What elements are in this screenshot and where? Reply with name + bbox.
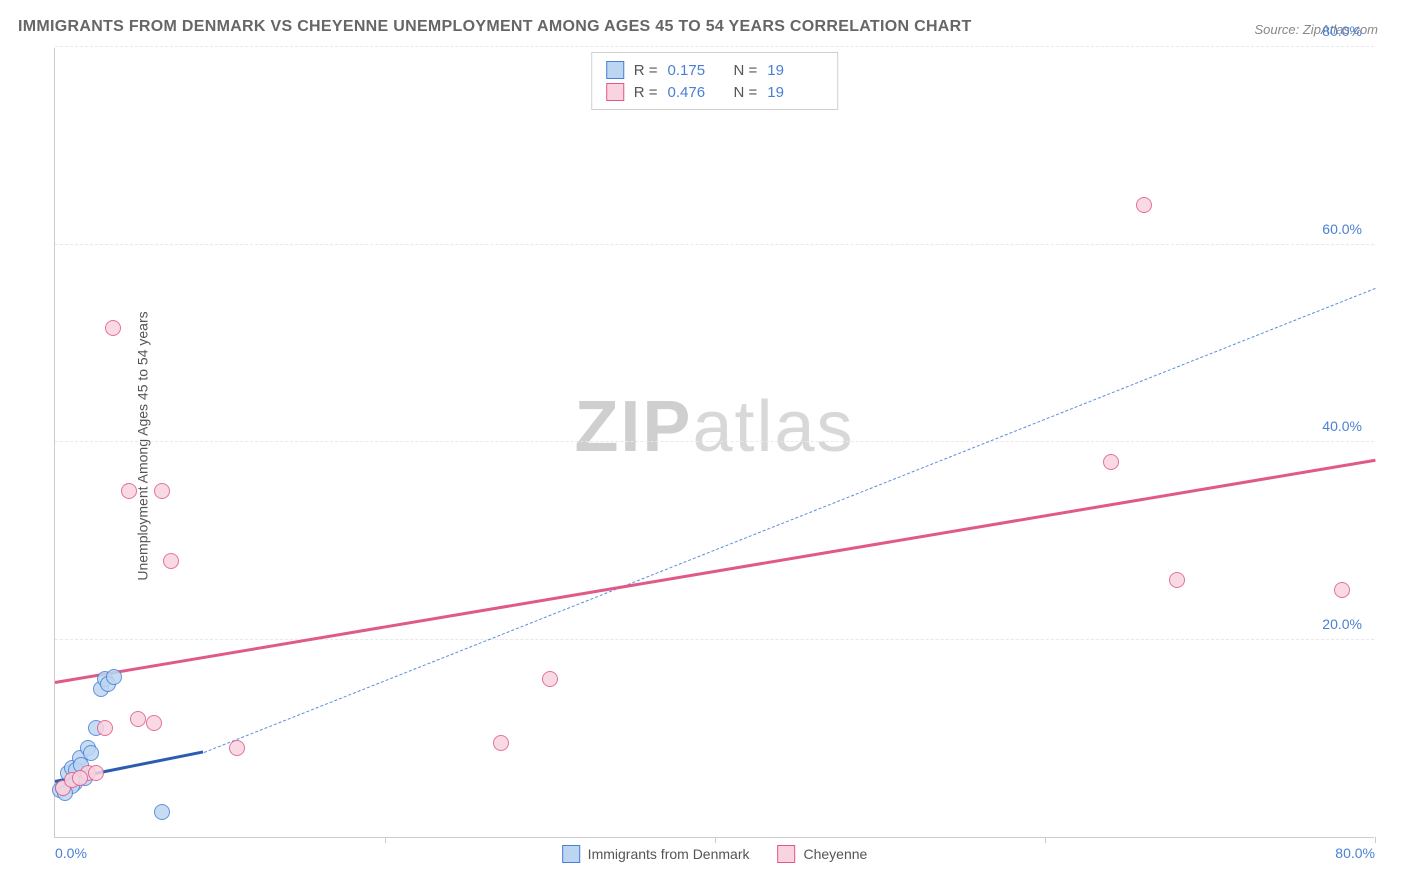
scatter-point: [146, 715, 162, 731]
gridline: [55, 46, 1374, 47]
scatter-point: [493, 735, 509, 751]
y-tick-label: 60.0%: [1322, 221, 1362, 237]
n-value: 19: [767, 62, 823, 79]
watermark-zip: ZIP: [574, 387, 692, 467]
scatter-point: [121, 483, 137, 499]
gridline: [55, 441, 1374, 442]
gridline: [55, 639, 1374, 640]
chart-title: IMMIGRANTS FROM DENMARK VS CHEYENNE UNEM…: [18, 18, 972, 36]
stats-legend: R = 0.175 N = 19 R = 0.476 N = 19: [591, 52, 839, 110]
scatter-point: [83, 745, 99, 761]
x-tick-mark: [1375, 837, 1376, 843]
y-tick-label: 80.0%: [1322, 23, 1362, 39]
r-label: R =: [634, 84, 658, 101]
n-label: N =: [734, 84, 758, 101]
scatter-point: [88, 765, 104, 781]
r-value: 0.476: [668, 84, 724, 101]
n-value: 19: [767, 84, 823, 101]
legend-item: Cheyenne: [777, 845, 867, 863]
r-label: R =: [634, 62, 658, 79]
scatter-point: [154, 804, 170, 820]
legend-swatch: [562, 845, 580, 863]
n-label: N =: [734, 62, 758, 79]
y-tick-label: 20.0%: [1322, 616, 1362, 632]
legend-item: Immigrants from Denmark: [562, 845, 750, 863]
plot-area: ZIPatlas R =0.175N =19R =0.476N =19 Immi…: [54, 48, 1374, 838]
gridline: [55, 244, 1374, 245]
legend-label: Cheyenne: [803, 846, 867, 862]
watermark: ZIPatlas: [574, 386, 854, 468]
scatter-point: [1169, 572, 1185, 588]
y-tick-label: 40.0%: [1322, 418, 1362, 434]
legend-label: Immigrants from Denmark: [588, 846, 750, 862]
scatter-point: [97, 720, 113, 736]
scatter-point: [1334, 582, 1350, 598]
legend-swatch: [777, 845, 795, 863]
scatter-point: [130, 711, 146, 727]
scatter-point: [154, 483, 170, 499]
scatter-point: [72, 770, 88, 786]
trend-forecast-line: [203, 288, 1375, 753]
series-legend: Immigrants from Denmark Cheyenne: [562, 845, 868, 863]
x-tick-mark: [1045, 837, 1046, 843]
scatter-point: [1136, 197, 1152, 213]
scatter-point: [542, 671, 558, 687]
scatter-point: [163, 553, 179, 569]
x-tick-label: 80.0%: [1335, 845, 1375, 861]
scatter-point: [229, 740, 245, 756]
x-tick-mark: [385, 837, 386, 843]
scatter-point: [106, 669, 122, 685]
stats-legend-row: R = 0.175 N = 19: [606, 59, 824, 81]
watermark-atlas: atlas: [692, 387, 854, 467]
x-tick-mark: [715, 837, 716, 843]
stats-legend-row: R = 0.476 N = 19: [606, 81, 824, 103]
scatter-point: [1103, 454, 1119, 470]
r-value: 0.175: [668, 62, 724, 79]
x-tick-label: 0.0%: [55, 845, 87, 861]
legend-swatch: [606, 61, 624, 79]
legend-swatch: [606, 83, 624, 101]
scatter-point: [105, 320, 121, 336]
